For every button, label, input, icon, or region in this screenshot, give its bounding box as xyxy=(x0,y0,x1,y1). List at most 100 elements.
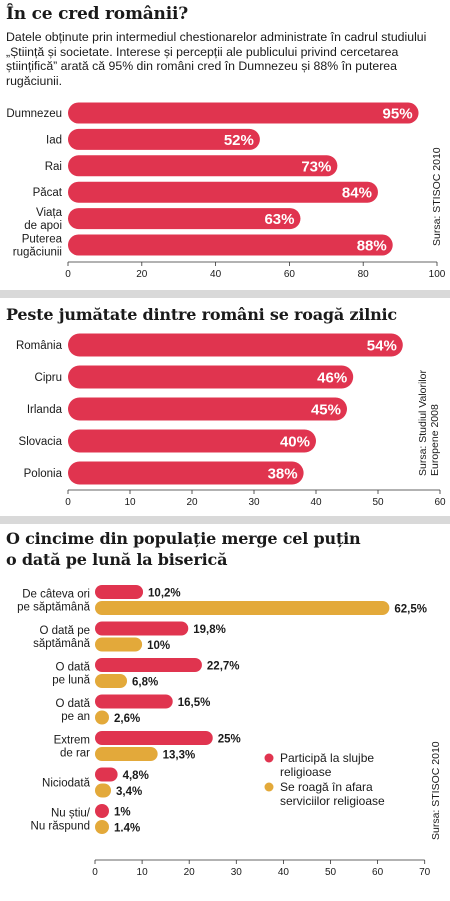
chart2-bar-1 xyxy=(68,333,403,357)
chart1-svg: 95% Dumnezeu 52% Iad 73% Rai 84% Păcat 63% Viațad… xyxy=(6,102,446,280)
chart3-tick-label-20: 20 xyxy=(184,867,196,878)
chart3-panel: O cincime din populație merge cel puțin … xyxy=(0,524,450,901)
chart1-category-3-line-1: Rai xyxy=(45,161,62,173)
chart3-bar-s1-7 xyxy=(95,804,109,818)
chart3-title: O cincime din populație merge cel puțin … xyxy=(6,528,361,570)
chart2-bar-3 xyxy=(68,397,347,421)
chart2-title: Peste jumătate dintre români se roagă zi… xyxy=(6,305,397,324)
chart1-bar-6 xyxy=(68,234,393,256)
chart2-value-label-1: 54% xyxy=(367,338,397,355)
chart3-legend-label-2-line-2: serviciilor religioase xyxy=(280,794,385,808)
chart1-value-label-6: 88% xyxy=(357,238,387,255)
chart1-value-label-1: 95% xyxy=(383,106,413,123)
chart3-bar-s2-4 xyxy=(95,710,109,725)
chart1-category-6-line-1: Puterea xyxy=(22,234,63,246)
chart3-bar-s1-3 xyxy=(95,658,202,672)
chart2-value-label-5: 38% xyxy=(268,466,298,483)
chart2-bar-4 xyxy=(68,429,316,453)
chart1-tick-label-100: 100 xyxy=(429,269,446,280)
chart3-title-line-1: O cincime din populație merge cel puțin xyxy=(6,529,361,548)
chart1-category-5-line-2: de apoi xyxy=(24,220,62,232)
chart1-category-1-line-1: Dumnezeu xyxy=(6,108,62,120)
chart3-category-5-line-1: Extrem xyxy=(54,735,90,747)
chart1-value-label-4: 84% xyxy=(342,185,372,202)
chart3-value-label-s2-4: 2,6% xyxy=(114,713,140,725)
chart1-value-label-2: 52% xyxy=(224,132,254,149)
chart2-value-label-2: 46% xyxy=(317,370,347,387)
chart3-category-4-line-1: O dată xyxy=(55,698,90,710)
chart3-bar-s2-5 xyxy=(95,747,158,761)
chart1-bar-3 xyxy=(68,155,338,177)
chart3-bar-s2-3 xyxy=(95,674,128,688)
chart3-category-3-line-1: O dată xyxy=(55,662,90,674)
chart3-bar-s1-4 xyxy=(95,694,173,709)
chart2-tick-label-40: 40 xyxy=(310,497,322,508)
chart2-value-label-4: 40% xyxy=(280,434,310,451)
chart3-bar-s2-1 xyxy=(95,601,390,615)
chart3-bar-s1-2 xyxy=(95,621,189,636)
chart3-value-label-s1-3: 22,7% xyxy=(207,661,240,673)
chart2-tick-label-60: 60 xyxy=(434,497,446,508)
chart1-bar-2 xyxy=(68,128,260,150)
chart3-bar-s1-1 xyxy=(95,585,144,599)
chart3-tick-label-10: 10 xyxy=(137,867,149,878)
chart3-category-2-line-2: săptămână xyxy=(33,638,91,650)
chart1-tick-label-0: 0 xyxy=(65,269,71,280)
chart1-title: În ce cred românii? xyxy=(6,4,188,24)
chart3-legend-label-1-line-1: Participă la slujbe xyxy=(280,751,374,765)
chart3-category-1-line-1: De câteva ori xyxy=(22,589,90,601)
chart2-tick-label-50: 50 xyxy=(372,497,384,508)
chart3-value-label-s2-6: 3,4% xyxy=(116,786,142,798)
chart2-panel: Peste jumătate dintre români se roagă zi… xyxy=(0,298,450,520)
chart3-legend-marker-1 xyxy=(264,753,274,763)
chart3-bar-s1-5 xyxy=(95,731,213,745)
chart2-tick-label-20: 20 xyxy=(186,497,198,508)
chart3-value-label-s1-7: 1% xyxy=(114,807,131,819)
chart2-bar-2 xyxy=(68,365,354,389)
chart1-tick-label-40: 40 xyxy=(210,269,222,280)
separator-2 xyxy=(0,516,450,524)
chart1-category-6-line-2: rugăciunii xyxy=(13,247,62,259)
chart3-category-6-line-1: Niciodată xyxy=(42,778,91,790)
chart2-tick-label-30: 30 xyxy=(248,497,260,508)
chart3-category-1-line-2: pe săptămână xyxy=(17,602,90,614)
chart3-bar-s1-6 xyxy=(95,767,118,782)
chart3-value-label-s2-1: 62,5% xyxy=(394,604,427,616)
chart2-bar-5 xyxy=(68,461,304,485)
chart3-title-line-2: o dată pe lună la biserică xyxy=(6,550,228,569)
chart3-legend-label-1-line-2: religioase xyxy=(280,765,332,779)
chart1-category-2-line-1: Iad xyxy=(46,134,62,146)
chart1-tick-label-20: 20 xyxy=(136,269,148,280)
chart3-category-5-line-2: de rar xyxy=(60,748,90,760)
chart3-category-7-line-2: Nu răspund xyxy=(31,821,90,833)
chart3-category-4-line-2: pe an xyxy=(61,711,90,723)
chart2-tick-label-0: 0 xyxy=(65,497,71,508)
chart3-value-label-s1-1: 10,2% xyxy=(148,588,181,600)
chart3-value-label-s2-2: 10% xyxy=(147,640,170,652)
chart3-tick-label-30: 30 xyxy=(231,867,243,878)
chart2-category-1-line-1: România xyxy=(16,340,63,352)
chart2-tick-label-10: 10 xyxy=(124,497,136,508)
chart3-legend-marker-2 xyxy=(264,782,274,792)
chart3-source: Sursa: STISOC 2010 xyxy=(430,741,442,840)
chart3-value-label-s1-4: 16,5% xyxy=(178,697,211,709)
chart3-tick-label-50: 50 xyxy=(325,867,337,878)
chart3-category-3-line-2: pe lună xyxy=(52,675,90,687)
chart1-tick-label-80: 80 xyxy=(358,269,370,280)
chart3-tick-label-0: 0 xyxy=(92,867,98,878)
chart1-value-label-3: 73% xyxy=(301,158,331,175)
chart3-value-label-s1-6: 4,8% xyxy=(123,770,149,782)
separator-1 xyxy=(0,290,450,298)
chart3-category-7-line-1: Nu știu/ xyxy=(51,808,91,820)
chart3-bar-s2-2 xyxy=(95,637,143,652)
chart3-value-label-s2-3: 6,8% xyxy=(132,677,158,689)
chart2-category-5-line-1: Polonia xyxy=(24,468,63,480)
chart2-category-4-line-1: Slovacia xyxy=(19,436,63,448)
chart1-tick-label-60: 60 xyxy=(284,269,296,280)
chart3-tick-label-60: 60 xyxy=(372,867,384,878)
chart1-bar-4 xyxy=(68,181,378,203)
chart3-bar-s2-6 xyxy=(95,783,112,798)
chart2-svg: 54% România 46% Cipru 45% Irlanda 40% Slovacia 3… xyxy=(16,333,446,508)
chart3-category-2-line-1: O dată pe xyxy=(39,625,90,637)
